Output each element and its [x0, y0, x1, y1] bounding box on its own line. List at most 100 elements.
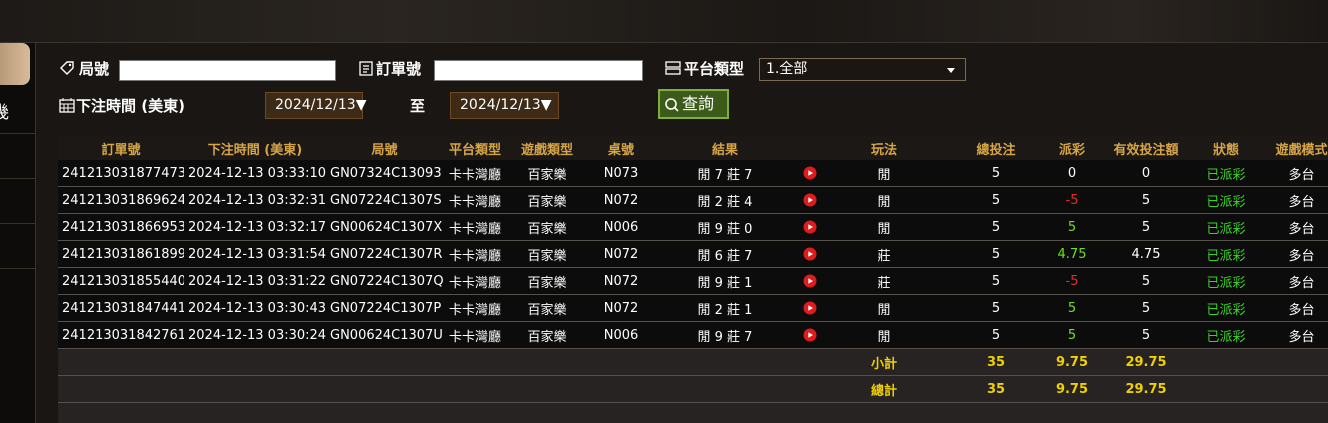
header-cell: 遊戲類型 [507, 136, 587, 160]
cell: 多台 [1255, 186, 1328, 214]
cell: 閒 [825, 213, 943, 241]
cell: 多台 [1255, 294, 1328, 322]
cell: 多台 [1255, 321, 1328, 349]
subtotal-label: 小計 [825, 348, 943, 376]
cell: 5 [1095, 294, 1197, 322]
header-cell: 平台類型 [443, 136, 507, 160]
top-banner [0, 0, 1328, 43]
empty-cell [1255, 375, 1328, 403]
sidebar-item[interactable] [0, 179, 35, 224]
blank-row [58, 402, 1328, 423]
cell: 0 [1049, 160, 1095, 187]
replay-cell [795, 160, 825, 187]
empty-cell [507, 348, 587, 376]
cell: 5 [1095, 267, 1197, 295]
round-input[interactable] [119, 60, 336, 81]
cell: 5 [1049, 213, 1095, 241]
empty-cell [587, 348, 655, 376]
cell: 閒 9 莊 0 [655, 213, 795, 241]
cell: 5 [1049, 294, 1095, 322]
cell: 卡卡灣廳 [443, 240, 507, 268]
play-icon[interactable] [803, 166, 817, 180]
search-button[interactable]: 查詢 [658, 89, 729, 119]
cell: 百家樂 [507, 160, 587, 187]
header-cell: 派彩 [1049, 136, 1095, 160]
header-cell: 下注時間 (美東) [184, 136, 326, 160]
date-to[interactable]: 2024/12/13▼ [450, 92, 559, 119]
play-icon[interactable] [803, 301, 817, 315]
subtotal-row: 小計 35 9.75 29.75 [58, 348, 1328, 376]
platform-select[interactable]: 1.全部 [759, 58, 966, 81]
cell: 2024-12-13 03:30:43 [184, 294, 326, 322]
cell: 閒 9 莊 7 [655, 321, 795, 349]
header-cell: 桌號 [587, 136, 655, 160]
cell: 閒 [825, 321, 943, 349]
order-label: 訂單號 [376, 60, 422, 78]
empty-cell [1197, 348, 1255, 376]
cell: 卡卡灣廳 [443, 186, 507, 214]
cell: 已派彩 [1197, 213, 1255, 241]
header-row: 訂單號 下注時間 (美東) 局號 平台類型 遊戲類型 桌號 結果 玩法 總投注 派彩 有效投注額 狀態… [58, 136, 1328, 160]
empty-cell [326, 348, 443, 376]
cell: 已派彩 [1197, 240, 1255, 268]
sidebar-label: 幾 [0, 103, 9, 123]
cell: 5 [943, 267, 1049, 295]
cell: -5 [1049, 267, 1095, 295]
cell: 已派彩 [1197, 186, 1255, 214]
platform-value: 1.全部 [766, 61, 808, 77]
cell: 241213031869624 [58, 186, 184, 214]
cell: 卡卡灣廳 [443, 321, 507, 349]
cell: GN07224C1307Q [326, 267, 443, 295]
sidebar-item[interactable] [0, 224, 35, 269]
sidebar-item[interactable] [0, 134, 35, 179]
cell: 閒 2 莊 1 [655, 294, 795, 322]
header-cell [795, 136, 825, 160]
cell: 241213031866953 [58, 213, 184, 241]
cell: 2024-12-13 03:32:31 [184, 186, 326, 214]
sidebar: 幾 [0, 43, 36, 423]
cell: N006 [587, 213, 655, 241]
empty-cell [1255, 348, 1328, 376]
empty-cell [443, 375, 507, 403]
header-cell: 結果 [655, 136, 795, 160]
empty-cell [655, 348, 795, 376]
cell: 卡卡灣廳 [443, 294, 507, 322]
cell: 閒 [825, 294, 943, 322]
subtotal-total-bet: 35 [943, 348, 1049, 376]
sidebar-item[interactable] [0, 89, 35, 134]
cell: 2024-12-13 03:31:22 [184, 267, 326, 295]
cell: 5 [1095, 213, 1197, 241]
play-icon[interactable] [803, 328, 817, 342]
date-from[interactable]: 2024/12/13▼ [265, 92, 366, 119]
total-total-bet: 35 [943, 375, 1049, 403]
play-icon[interactable] [803, 193, 817, 207]
empty-cell [795, 375, 825, 403]
cell: N072 [587, 267, 655, 295]
empty-cell [795, 348, 825, 376]
cell: 多台 [1255, 160, 1328, 187]
cell: 莊 [825, 267, 943, 295]
total-valid-bet: 29.75 [1095, 375, 1197, 403]
cell: 閒 2 莊 4 [655, 186, 795, 214]
cell: 241213031847441 [58, 294, 184, 322]
order-input[interactable] [434, 60, 643, 81]
play-icon[interactable] [803, 220, 817, 234]
cell: 5 [943, 294, 1049, 322]
cell: 2024-12-13 03:30:24 [184, 321, 326, 349]
play-icon[interactable] [803, 274, 817, 288]
cell: 5 [943, 321, 1049, 349]
cell: 241213031855440 [58, 267, 184, 295]
cell: 百家樂 [507, 321, 587, 349]
cell: 241213031842761 [58, 321, 184, 349]
tag-icon [60, 61, 74, 75]
total-row: 總計 35 9.75 29.75 [58, 375, 1328, 403]
play-icon[interactable] [803, 247, 817, 261]
cell: 2024-12-13 03:33:10 [184, 160, 326, 187]
header-cell: 遊戲模式 [1255, 136, 1328, 160]
data-row: 241213031861899 2024-12-13 03:31:54 GN0722… [58, 240, 1328, 268]
cell: 5 [1049, 321, 1095, 349]
sidebar-active-tab[interactable] [0, 43, 30, 85]
cell: N072 [587, 186, 655, 214]
header-cell: 局號 [326, 136, 443, 160]
